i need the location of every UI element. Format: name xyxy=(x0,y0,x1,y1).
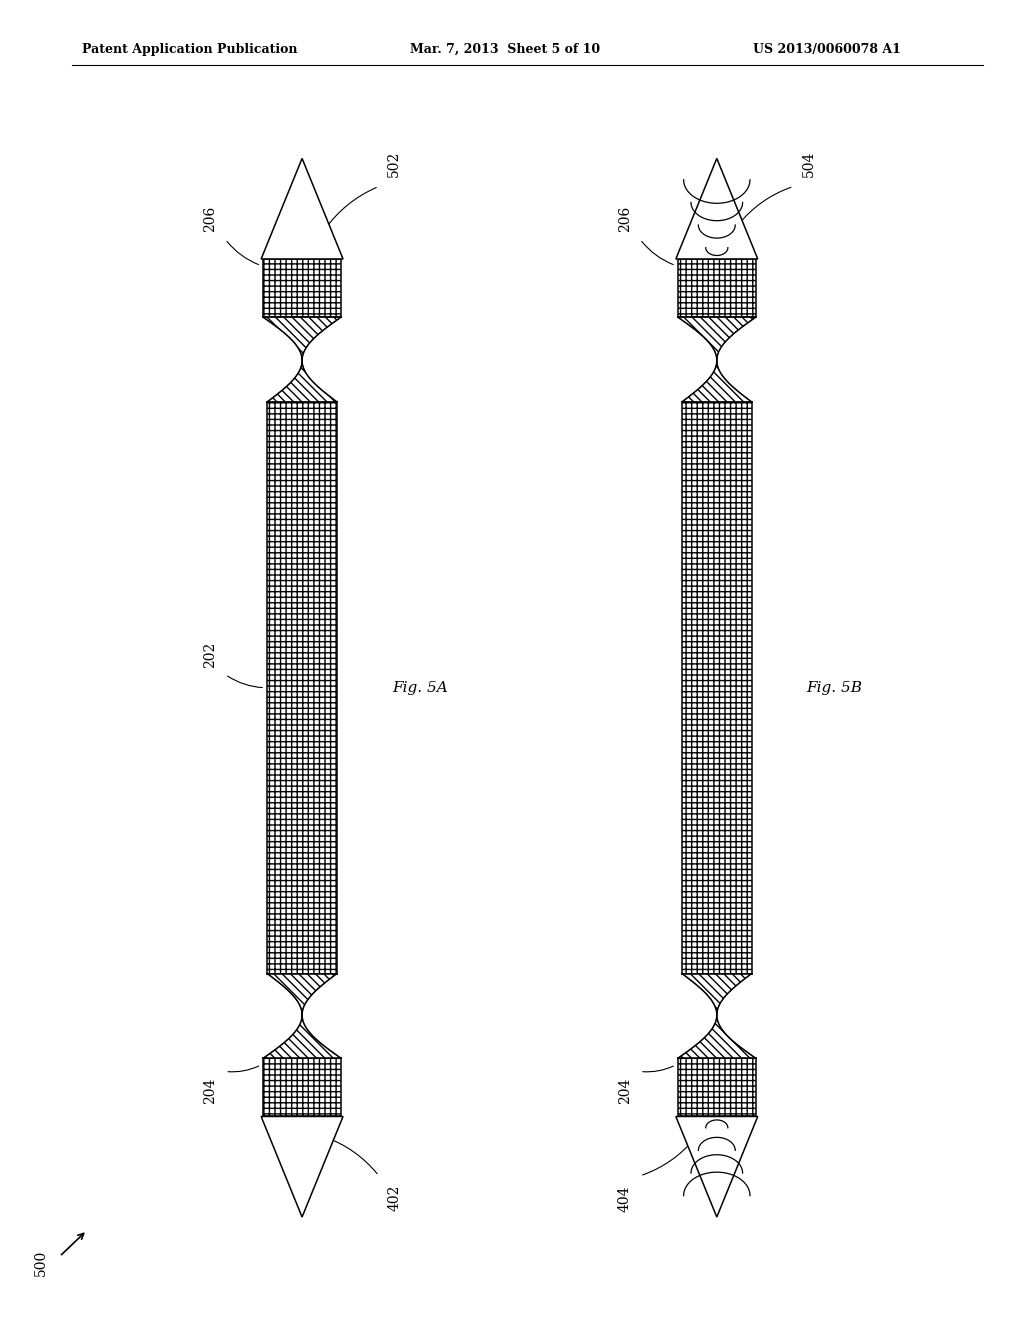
Polygon shape xyxy=(263,974,341,1059)
Text: 202: 202 xyxy=(203,642,217,668)
Bar xyxy=(267,401,337,974)
Polygon shape xyxy=(263,317,341,401)
Bar xyxy=(682,401,752,974)
Polygon shape xyxy=(678,317,756,401)
Polygon shape xyxy=(676,1117,758,1217)
Text: 500: 500 xyxy=(34,1250,48,1276)
Text: 504: 504 xyxy=(802,150,816,177)
Bar xyxy=(263,1059,341,1117)
Text: 404: 404 xyxy=(617,1185,632,1212)
Bar xyxy=(678,259,756,317)
Text: 204: 204 xyxy=(203,1078,217,1105)
Text: 206: 206 xyxy=(203,206,217,232)
Text: Mar. 7, 2013  Sheet 5 of 10: Mar. 7, 2013 Sheet 5 of 10 xyxy=(410,44,600,55)
Text: Fig. 5B: Fig. 5B xyxy=(807,681,862,694)
Text: 402: 402 xyxy=(387,1185,401,1212)
Text: Patent Application Publication: Patent Application Publication xyxy=(82,44,297,55)
Text: 204: 204 xyxy=(617,1078,632,1105)
Bar xyxy=(678,1059,756,1117)
Text: Fig. 5A: Fig. 5A xyxy=(392,681,447,694)
Polygon shape xyxy=(261,1117,343,1217)
Text: 206: 206 xyxy=(617,206,632,232)
Polygon shape xyxy=(261,158,343,259)
Polygon shape xyxy=(678,974,756,1059)
Text: 502: 502 xyxy=(387,150,401,177)
Bar xyxy=(263,259,341,317)
Text: US 2013/0060078 A1: US 2013/0060078 A1 xyxy=(753,44,900,55)
Polygon shape xyxy=(676,158,758,259)
